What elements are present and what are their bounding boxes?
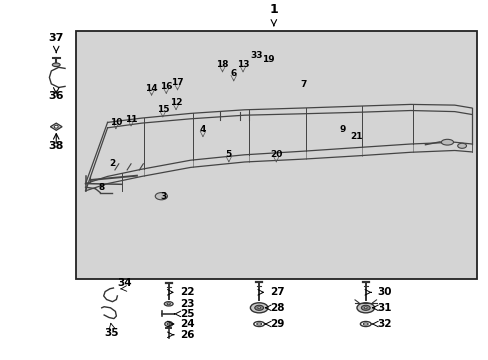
Ellipse shape (167, 323, 170, 325)
Ellipse shape (364, 307, 366, 309)
Text: 28: 28 (270, 303, 285, 313)
Text: 17: 17 (171, 78, 183, 87)
Text: 19: 19 (261, 55, 274, 64)
Text: 32: 32 (377, 319, 391, 329)
Text: 14: 14 (145, 84, 158, 93)
Text: 1: 1 (269, 3, 278, 16)
Text: 15: 15 (156, 105, 169, 114)
Text: 3: 3 (161, 192, 166, 201)
Text: 36: 36 (48, 91, 64, 101)
Ellipse shape (164, 321, 172, 327)
Text: 6: 6 (230, 69, 236, 78)
Text: 38: 38 (48, 141, 64, 151)
Text: 33: 33 (250, 51, 263, 60)
Text: 31: 31 (377, 303, 391, 313)
Text: 13: 13 (236, 60, 249, 69)
Text: 29: 29 (270, 319, 284, 329)
Text: 8: 8 (99, 183, 104, 192)
Ellipse shape (166, 303, 170, 305)
Ellipse shape (440, 139, 453, 145)
Text: 22: 22 (180, 287, 194, 297)
Text: 34: 34 (117, 278, 132, 288)
Polygon shape (50, 123, 62, 130)
Text: 5: 5 (225, 150, 231, 159)
Ellipse shape (155, 193, 167, 200)
Ellipse shape (457, 143, 466, 148)
Ellipse shape (363, 323, 367, 325)
Text: 35: 35 (104, 328, 119, 338)
Text: 37: 37 (48, 33, 64, 43)
Text: 16: 16 (160, 82, 172, 91)
Text: 2: 2 (109, 159, 115, 168)
Text: 9: 9 (338, 125, 345, 134)
Ellipse shape (164, 302, 173, 306)
Text: 18: 18 (216, 60, 228, 69)
Ellipse shape (254, 305, 263, 310)
Ellipse shape (361, 305, 369, 310)
Circle shape (54, 125, 58, 128)
Text: 12: 12 (169, 98, 182, 107)
Text: 7: 7 (299, 80, 306, 89)
Text: 4: 4 (199, 125, 206, 134)
Text: 20: 20 (269, 150, 282, 159)
Text: 10: 10 (109, 118, 122, 127)
Text: 11: 11 (124, 115, 137, 124)
Text: 27: 27 (270, 287, 285, 297)
Text: 30: 30 (377, 287, 391, 297)
Text: 24: 24 (180, 319, 194, 329)
Ellipse shape (256, 323, 261, 325)
Text: 23: 23 (180, 299, 194, 309)
Text: 21: 21 (350, 132, 363, 141)
Text: 25: 25 (180, 309, 194, 319)
Ellipse shape (250, 303, 267, 313)
Ellipse shape (356, 303, 374, 313)
Bar (76, 31, 476, 279)
Text: 26: 26 (180, 330, 194, 340)
Ellipse shape (257, 307, 260, 309)
Ellipse shape (52, 63, 60, 67)
